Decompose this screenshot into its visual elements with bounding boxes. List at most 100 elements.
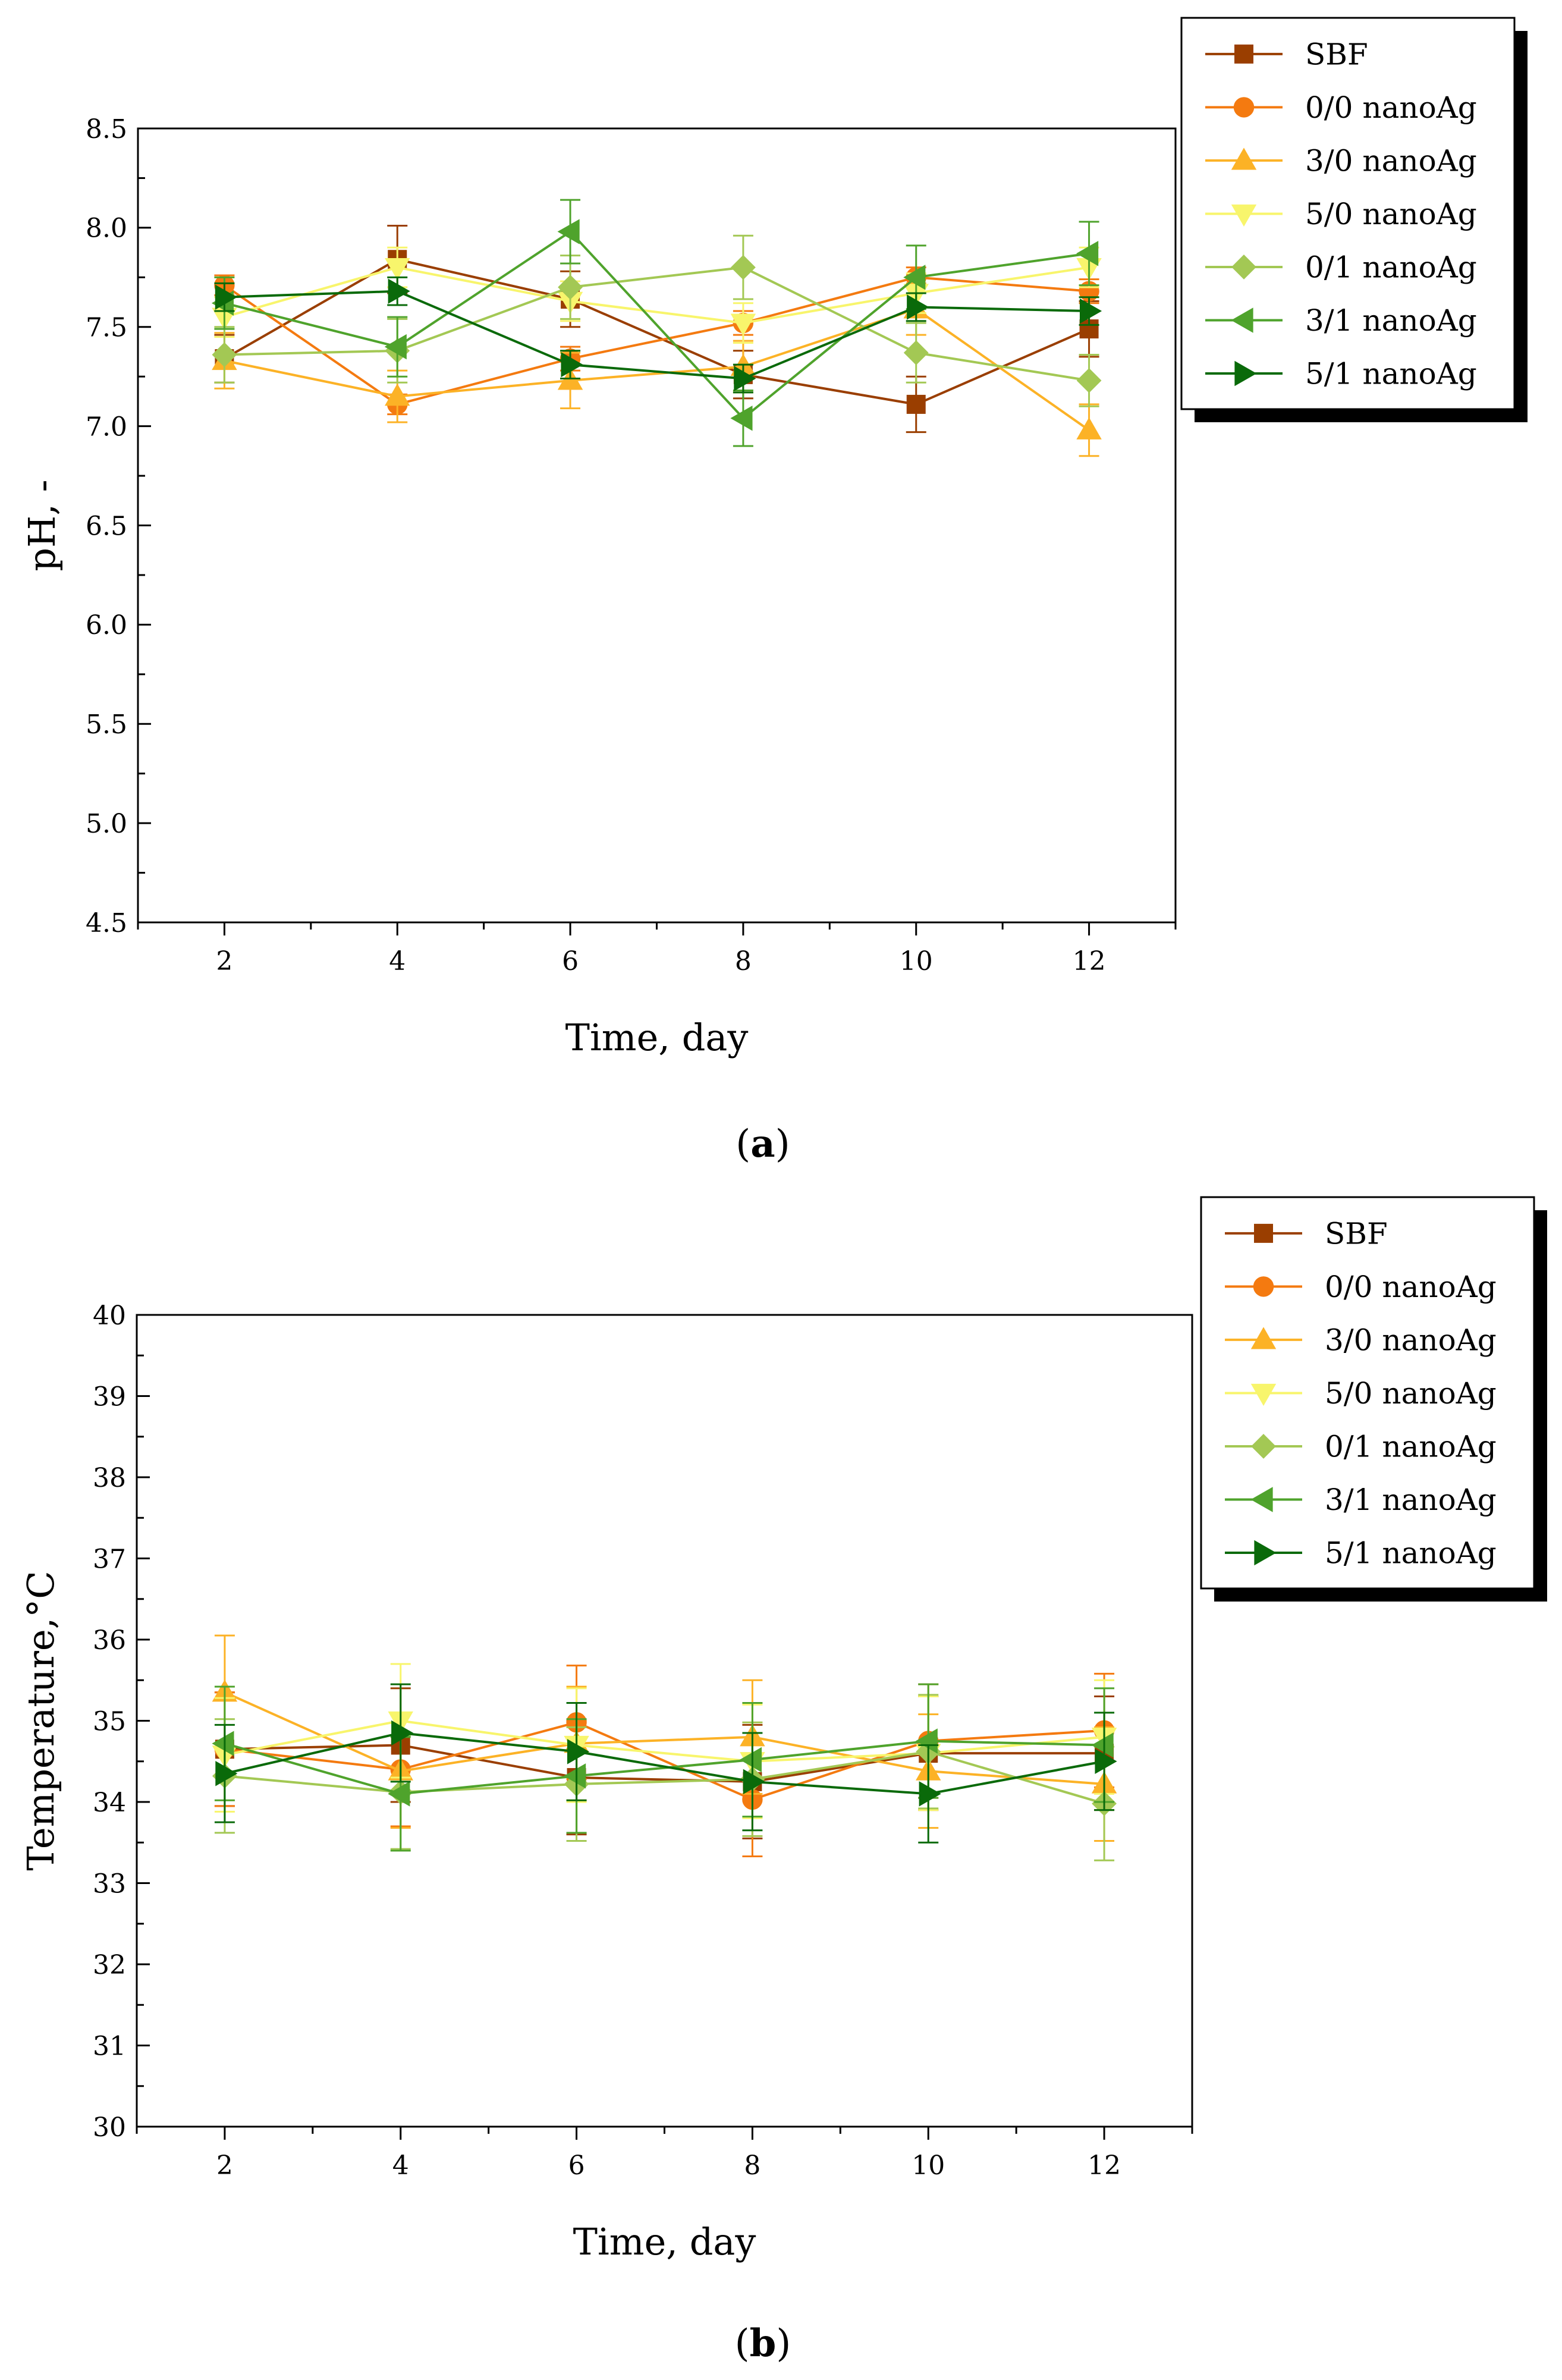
y-tick-label: 35	[93, 1706, 126, 1737]
data-point	[212, 342, 237, 368]
data-point	[561, 351, 583, 378]
legend-marker	[1234, 360, 1257, 387]
data-point	[907, 294, 929, 320]
series-line	[224, 230, 1089, 420]
y-tick-label: 32	[93, 1950, 126, 1980]
data-point	[1095, 1748, 1117, 1774]
legend-label: 3/1 nanoAg	[1305, 303, 1477, 338]
data-point	[1091, 1732, 1114, 1758]
data-point	[215, 284, 237, 310]
series-line	[224, 276, 1089, 406]
legend-label: 0/0 nanoAg	[1325, 1270, 1497, 1304]
legend-label: 3/0 nanoAg	[1305, 143, 1477, 178]
y-tick-label: 33	[93, 1869, 126, 1899]
panel-label-open: (	[735, 2322, 750, 2366]
panel-label-close: )	[775, 1122, 790, 1166]
legend-marker	[1251, 1434, 1276, 1459]
series-line	[224, 266, 1089, 325]
y-tick-label: 40	[93, 1301, 126, 1331]
plot-area-frame	[136, 1314, 1193, 2128]
data-point	[384, 334, 407, 360]
legend-label: SBF	[1305, 37, 1368, 71]
panel-label-close: )	[776, 2322, 791, 2366]
legend-marker	[1254, 1540, 1277, 1566]
data-point	[730, 406, 753, 431]
x-tick-label: 2	[216, 946, 232, 977]
x-tick-label: 10	[900, 946, 933, 977]
panel-label-letter: b	[750, 2321, 777, 2366]
legend-label: 5/0 nanoAg	[1305, 197, 1477, 231]
y-axis-title: pH, -	[20, 479, 64, 571]
legend-marker	[1233, 97, 1255, 118]
legend-marker	[1231, 255, 1256, 280]
series-line	[224, 290, 1089, 380]
data-point	[903, 265, 926, 290]
y-tick-label: 5.5	[86, 709, 127, 740]
series-sbf	[214, 225, 1099, 434]
panel-label: (b)	[735, 2321, 791, 2366]
series-line	[224, 1750, 1105, 1805]
data-point	[1079, 298, 1102, 324]
data-point	[385, 258, 410, 281]
data-point	[558, 275, 583, 300]
series-5-1-nanoag	[214, 1683, 1117, 1844]
y-tick-label: 8.0	[86, 213, 127, 244]
series-3-1-nanoag	[211, 199, 1099, 447]
y-tick-label: 5.0	[86, 809, 127, 839]
data-point	[1076, 368, 1102, 393]
series-5-0-nanoag	[212, 246, 1102, 344]
series-line	[224, 1691, 1105, 1785]
legend-marker	[1250, 1327, 1277, 1349]
series-line	[224, 1744, 1105, 1783]
legend-label: 3/1 nanoAg	[1325, 1483, 1497, 1517]
legend-marker	[1250, 1383, 1277, 1406]
x-axis-title: Time, day	[573, 2220, 756, 2263]
data-point	[388, 1781, 410, 1807]
y-tick-label: 6.0	[86, 610, 127, 640]
legend-label: 0/0 nanoAg	[1305, 90, 1477, 125]
y-tick-label: 36	[93, 1625, 126, 1656]
panel-label: (a)	[736, 1122, 790, 1166]
series-0-0-nanoag	[214, 1665, 1115, 1857]
x-tick-label: 2	[216, 2150, 233, 2181]
data-point	[391, 1720, 414, 1746]
data-point	[731, 255, 756, 280]
y-tick-label: 6.5	[86, 511, 127, 541]
series-line	[224, 266, 1089, 382]
x-tick-label: 4	[389, 946, 406, 977]
data-point	[730, 313, 756, 336]
data-point	[734, 366, 756, 391]
legend-label: 5/1 nanoAg	[1325, 1536, 1497, 1571]
legend-marker	[1231, 147, 1257, 170]
y-tick-label: 39	[93, 1381, 126, 1412]
legend-label: 0/1 nanoAg	[1325, 1429, 1497, 1464]
legend-label: SBF	[1325, 1216, 1388, 1251]
chart-panel-a: 4.5 5.0 5.5 6.0 6.5 7.0 7.5 8.0 8.5 2 4 6 8 10 12 Time,…	[20, 17, 1528, 1166]
y-tick-label: 7.0	[86, 412, 127, 442]
y-tick-label: 30	[93, 2112, 126, 2143]
series-line	[224, 1719, 1105, 1763]
data-point	[903, 340, 929, 366]
x-tick-label: 12	[1073, 946, 1106, 977]
y-tick-label: 31	[93, 2031, 126, 2061]
y-tick-label: 4.5	[86, 908, 127, 938]
x-tick-label: 4	[392, 2150, 409, 2181]
series-line	[224, 1731, 1105, 1795]
series-line	[224, 1721, 1105, 1801]
data-point	[557, 219, 580, 244]
legend-marker	[1254, 1223, 1273, 1243]
panel-label-letter: a	[750, 1122, 775, 1166]
data-point	[212, 1731, 234, 1756]
data-point	[1076, 241, 1099, 266]
x-axis-title: Time, day	[565, 1016, 749, 1059]
legend-marker	[1250, 1487, 1273, 1512]
data-point	[564, 1763, 586, 1789]
data-point	[743, 1769, 765, 1795]
y-axis-title: Temperature,°C	[19, 1571, 62, 1870]
y-tick-label: 7.5	[86, 313, 127, 343]
x-tick-label: 10	[912, 2150, 945, 2181]
y-tick-label: 34	[93, 1788, 126, 1818]
legend-label: 0/1 nanoAg	[1305, 250, 1477, 284]
legend-marker	[1234, 44, 1253, 64]
